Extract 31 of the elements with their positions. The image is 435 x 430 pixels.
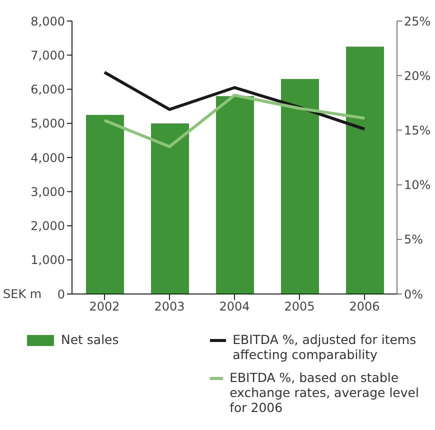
x-tick-label: 2002 bbox=[89, 300, 120, 314]
legend-label: EBITDA %, adjusted for items affecting comparability bbox=[232, 332, 418, 362]
x-tick-label: 2006 bbox=[349, 300, 380, 314]
legend-label: EBITDA %, based on stable exchange rates, average level for 2006 bbox=[230, 370, 420, 415]
y-tick-label: 5,000 bbox=[30, 116, 65, 131]
y-tick-label: 7,000 bbox=[30, 48, 65, 62]
y-tick-label: 6,000 bbox=[30, 82, 65, 97]
legend-label: Net sales bbox=[61, 332, 119, 347]
y-tick-label: 8,000 bbox=[30, 14, 65, 28]
y2-tick-label: 15% bbox=[404, 123, 431, 138]
y-tick-label: 4,000 bbox=[30, 150, 65, 165]
x-tick-label: 2005 bbox=[284, 300, 315, 314]
y-tick-label: 0 bbox=[57, 287, 65, 302]
y2-tick-label: 10% bbox=[404, 178, 431, 192]
y-tick-label: 1,000 bbox=[30, 253, 65, 268]
line-series bbox=[103, 94, 366, 148]
bar bbox=[86, 114, 124, 294]
x-tick-label: 2004 bbox=[219, 300, 250, 314]
y2-tick-label: 20% bbox=[404, 68, 431, 83]
y2-tick-label: 25% bbox=[404, 14, 431, 28]
bar bbox=[151, 123, 189, 294]
y-tick-label: 3,000 bbox=[30, 184, 65, 199]
bar bbox=[281, 79, 319, 294]
y2-tick-label: 0% bbox=[404, 287, 424, 302]
bar bbox=[216, 96, 254, 294]
y2-tick-label: 5% bbox=[404, 232, 424, 247]
bar bbox=[346, 46, 384, 294]
x-tick-label: 2003 bbox=[154, 300, 185, 314]
y-tick-label: 2,000 bbox=[30, 219, 65, 234]
line-series bbox=[103, 70, 366, 131]
y-axis-title: SEK m bbox=[3, 287, 42, 301]
